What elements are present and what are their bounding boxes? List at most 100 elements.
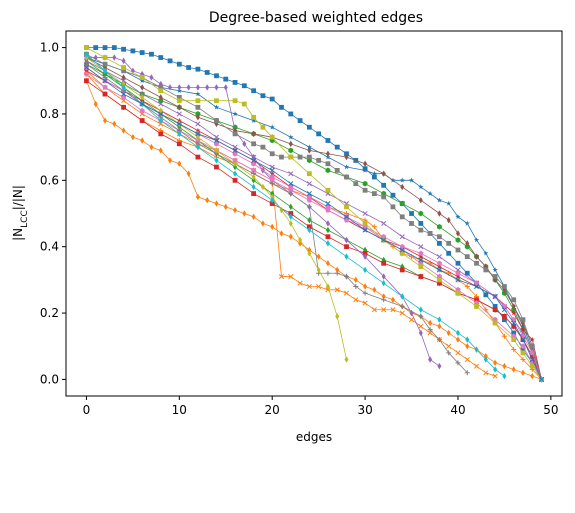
data-point [474,297,479,303]
plot-area [83,45,545,383]
series-line [86,80,542,380]
data-point [195,121,201,127]
data-point [83,64,89,71]
series-8 [84,78,544,382]
data-point [269,181,275,187]
data-point [158,88,164,94]
data-point [363,283,368,290]
chart-title: Degree-based weighted edges [209,10,423,26]
data-point [214,118,219,123]
data-point [316,158,322,163]
data-point [233,160,238,167]
data-point [381,260,387,266]
data-point [492,274,498,279]
data-point [186,84,191,91]
data-point [214,73,219,79]
data-point [381,279,386,287]
data-point [353,297,359,303]
data-point [464,356,470,363]
data-point [158,94,163,101]
data-point [362,300,368,306]
data-point [316,266,321,274]
data-point [362,187,368,193]
data-point [195,133,200,141]
data-point [195,114,200,121]
data-point [288,134,294,140]
data-point [335,313,340,320]
data-point [344,174,349,180]
data-point [418,274,424,279]
data-point [121,46,126,52]
data-point [195,84,200,91]
data-point [195,104,201,110]
data-point [111,45,117,50]
data-point [436,263,443,269]
data-point [102,74,108,80]
data-point [529,343,535,349]
data-point [288,111,294,117]
data-point [511,337,517,342]
data-point [399,310,405,316]
data-point [205,197,210,204]
y-tick-label: 0.4 [40,240,59,254]
data-point [455,277,461,283]
data-point [390,296,395,303]
data-point [520,343,526,350]
data-point [418,257,424,263]
data-point [520,369,525,376]
data-point [529,336,535,342]
data-point [213,104,220,110]
data-point [270,223,275,230]
data-point [408,177,415,183]
data-point [102,91,108,97]
data-point [84,45,89,50]
data-point [288,203,293,211]
data-point [130,67,135,75]
data-point [371,191,377,196]
data-point [399,303,405,309]
data-point [343,214,350,220]
data-point [306,191,312,197]
data-point [446,329,451,337]
data-point [158,131,164,137]
data-point [306,283,312,290]
data-point [325,234,331,240]
data-point [455,270,461,276]
data-point [362,250,368,256]
data-point [251,141,257,147]
data-point [390,204,396,210]
data-point [418,250,424,256]
data-point [260,144,266,150]
data-point [465,240,470,247]
data-point [204,70,210,75]
data-point [205,84,210,91]
data-point [158,147,163,154]
data-point [483,292,489,298]
data-point [511,297,517,303]
data-point [418,264,424,269]
data-point [418,329,423,337]
series-12 [84,54,544,383]
data-point [306,181,312,187]
data-point [84,51,89,58]
data-point [381,182,387,188]
data-point [112,54,117,61]
data-point [418,210,424,217]
x-tick-label: 20 [265,403,280,417]
data-point [139,77,145,84]
data-point [140,70,145,78]
data-point [399,243,405,249]
data-point [473,283,480,290]
y-tick-label: 0.2 [40,306,59,320]
data-point [176,98,182,104]
data-point [343,164,350,170]
data-point [418,227,424,233]
data-point [83,68,90,74]
data-point [455,237,461,243]
data-point [250,117,257,123]
data-point [121,127,126,134]
data-point [251,114,257,120]
data-point [492,307,498,313]
data-point [381,237,387,243]
data-point [288,233,293,240]
